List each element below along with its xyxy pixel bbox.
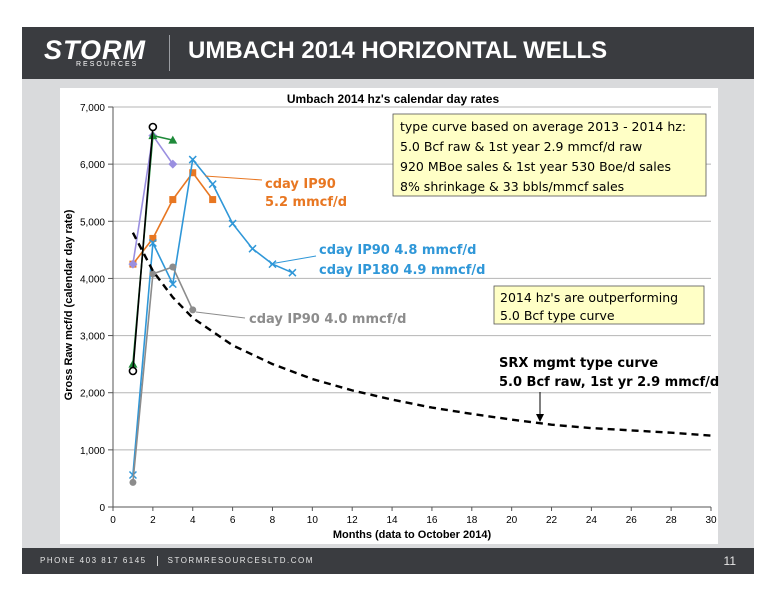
data-point bbox=[168, 135, 178, 144]
srx-type-curve-label-1: SRX mgmt type curve bbox=[499, 356, 658, 371]
x-tick-label: 0 bbox=[110, 515, 116, 526]
storm-logo: STORM bbox=[44, 35, 147, 65]
page-number: 11 bbox=[723, 554, 736, 568]
series-line bbox=[132, 126, 154, 372]
x-tick-label: 6 bbox=[230, 515, 236, 526]
y-tick-label: 5,000 bbox=[80, 217, 105, 228]
data-point bbox=[149, 234, 157, 242]
data-point bbox=[169, 263, 177, 271]
data-point bbox=[268, 260, 277, 269]
gray-label-leader bbox=[195, 311, 246, 319]
data-point bbox=[149, 270, 157, 278]
type-curve-note-line-1: type curve based on average 2013 - 2014 … bbox=[400, 119, 686, 134]
data-point bbox=[129, 478, 137, 486]
data-point bbox=[168, 159, 178, 169]
series-group bbox=[128, 122, 712, 486]
series-2 bbox=[129, 263, 197, 486]
x-tick-label: 22 bbox=[546, 515, 558, 526]
storm-logo-subtitle: RESOURCES bbox=[76, 61, 139, 68]
data-point bbox=[169, 196, 177, 204]
x-tick-label: 28 bbox=[666, 515, 678, 526]
data-point bbox=[209, 196, 217, 204]
x-tick-label: 24 bbox=[586, 515, 598, 526]
data-point bbox=[228, 219, 237, 228]
orange-ip90-label-2: 5.2 mmcf/d bbox=[265, 195, 347, 210]
type-curve-note-box bbox=[392, 113, 707, 197]
x-tick-label: 26 bbox=[626, 515, 638, 526]
y-tick-label: 6,000 bbox=[80, 160, 105, 171]
data-point bbox=[128, 366, 138, 376]
data-point bbox=[148, 238, 157, 248]
chart-title: Umbach 2014 hz's calendar day rates bbox=[287, 92, 500, 106]
slide-header: STORM RESOURCES UMBACH 2014 HORIZONTAL W… bbox=[22, 27, 754, 79]
data-point bbox=[189, 169, 197, 177]
series-line bbox=[132, 266, 194, 483]
outperforming-note-line-1: 2014 hz's are outperforming bbox=[500, 290, 678, 305]
type-curve-note-line-3: 920 MBoe sales & 1st year 530 Boe/d sale… bbox=[400, 159, 671, 174]
footer-phone: PHONE 403 817 6145 bbox=[40, 556, 147, 566]
x-tick-label: 8 bbox=[270, 515, 276, 526]
data-point bbox=[248, 244, 257, 253]
x-tick-label: 4 bbox=[190, 515, 196, 526]
x-tick-label: 14 bbox=[387, 515, 399, 526]
srx-type-curve-label-2: 5.0 Bcf raw, 1st yr 2.9 mmcf/d bbox=[499, 375, 719, 390]
header-divider bbox=[169, 35, 170, 71]
x-axis-label: Months (data to October 2014) bbox=[333, 529, 492, 541]
y-tick-label: 4,000 bbox=[80, 274, 105, 285]
y-axis-label: Gross Raw mcf/d (calendar day rate) bbox=[63, 209, 75, 400]
footer-website[interactable]: STORMRESOURCESLTD.COM bbox=[167, 556, 314, 566]
srx-leader-arrowhead bbox=[536, 414, 544, 422]
x-tick-label: 12 bbox=[347, 515, 359, 526]
data-point bbox=[128, 259, 138, 269]
data-point bbox=[188, 155, 197, 164]
type-curve-note-line-4: 8% shrinkage & 33 bbls/mmcf sales bbox=[400, 179, 624, 194]
orange-ip90-label-1: cday IP90 bbox=[265, 177, 336, 192]
series-5 bbox=[128, 122, 158, 376]
x-tick-label: 2 bbox=[150, 515, 156, 526]
x-tick-label: 18 bbox=[466, 515, 478, 526]
gray-ip90-label: cday IP90 4.0 mmcf/d bbox=[249, 312, 406, 327]
y-tick-label: 7,000 bbox=[80, 103, 105, 114]
x-tick-label: 10 bbox=[307, 515, 319, 526]
footer-divider bbox=[156, 556, 158, 566]
outperforming-note-line-2: 5.0 Bcf type curve bbox=[500, 308, 615, 323]
blue-ip180-label: cday IP180 4.9 mmcf/d bbox=[319, 263, 485, 278]
y-tick-label: 1,000 bbox=[80, 446, 105, 457]
data-point bbox=[189, 306, 197, 314]
y-tick-label: 3,000 bbox=[80, 332, 105, 343]
slide-footer: PHONE 403 817 6145 STORMRESOURCESLTD.COM … bbox=[22, 548, 754, 574]
x-tick-label: 30 bbox=[705, 515, 717, 526]
x-tick-label: 20 bbox=[506, 515, 518, 526]
outperforming-note-box bbox=[493, 285, 705, 325]
y-tick-label: 0 bbox=[99, 503, 105, 514]
blue-ip90-label: cday IP90 4.8 mmcf/d bbox=[319, 243, 476, 258]
data-point bbox=[168, 280, 177, 289]
series-1 bbox=[128, 155, 297, 480]
orange-label-leader bbox=[204, 175, 263, 181]
type-curve-note-line-2: 5.0 Bcf raw & 1st year 2.9 mmcf/d raw bbox=[400, 139, 642, 154]
data-point bbox=[208, 180, 217, 189]
data-point bbox=[148, 122, 158, 132]
x-tick-label: 16 bbox=[426, 515, 438, 526]
slide-title: UMBACH 2014 HORIZONTAL WELLS bbox=[188, 37, 608, 64]
footer-contact: PHONE 403 817 6145 STORMRESOURCESLTD.COM bbox=[40, 556, 314, 566]
y-tick-label: 2,000 bbox=[80, 389, 105, 400]
data-point bbox=[288, 268, 297, 277]
blue-label-leader bbox=[269, 255, 317, 265]
